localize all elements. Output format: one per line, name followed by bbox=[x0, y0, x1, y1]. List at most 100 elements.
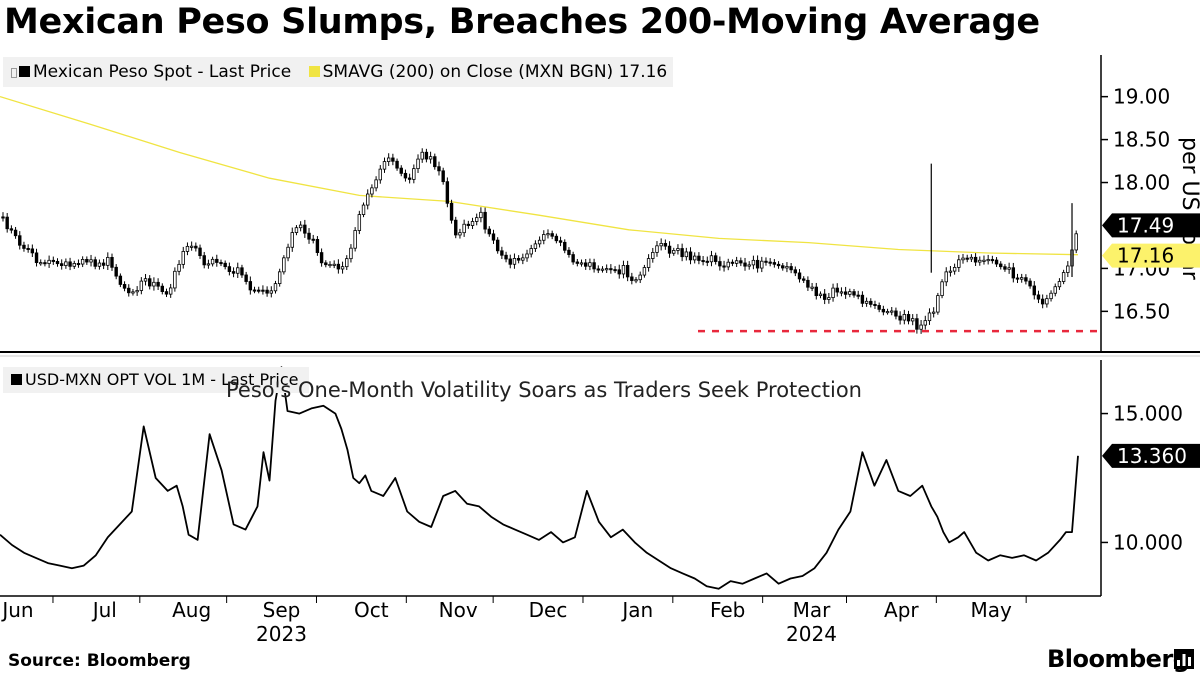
price-candle bbox=[135, 290, 139, 293]
price-candle bbox=[51, 259, 56, 262]
price-candle bbox=[282, 257, 286, 273]
price-candle bbox=[856, 294, 860, 297]
price-candle bbox=[705, 260, 709, 263]
price-candle bbox=[223, 262, 227, 268]
price-candle bbox=[9, 228, 14, 231]
price-candle bbox=[1032, 285, 1036, 296]
price-candle bbox=[961, 257, 965, 261]
price-y-tick-label: 16.50 bbox=[1113, 299, 1170, 323]
price-candle bbox=[1049, 292, 1053, 300]
price-candle bbox=[72, 263, 76, 267]
x-month-label: Nov bbox=[439, 598, 478, 622]
price-candle bbox=[257, 289, 261, 292]
bloomberg-bar-icon bbox=[1174, 649, 1194, 669]
price-candle bbox=[110, 257, 114, 268]
x-month-label: Feb bbox=[710, 598, 745, 622]
price-candle bbox=[873, 304, 877, 307]
price-candle bbox=[1053, 286, 1057, 294]
price-candle bbox=[1028, 280, 1032, 287]
price-candle bbox=[864, 300, 869, 304]
price-candle bbox=[890, 310, 894, 313]
price-candle bbox=[378, 168, 382, 181]
price-candle bbox=[1020, 277, 1024, 280]
chart-title: Mexican Peso Slumps, Breaches 200-Moving… bbox=[4, 2, 1040, 42]
price-candle bbox=[395, 160, 399, 169]
price-candle bbox=[353, 230, 357, 249]
price-candle bbox=[550, 233, 554, 237]
price-candle bbox=[324, 262, 328, 266]
price-candle bbox=[483, 211, 487, 230]
price-candle bbox=[64, 261, 68, 266]
price-candle bbox=[940, 281, 944, 296]
price-candle bbox=[219, 262, 223, 265]
x-month-label: Apr bbox=[884, 598, 919, 622]
price-candle bbox=[374, 179, 378, 189]
price-candle bbox=[366, 193, 370, 206]
price-candle bbox=[269, 290, 273, 294]
price-candle bbox=[479, 211, 483, 219]
price-candle bbox=[252, 289, 257, 292]
price-candle bbox=[487, 228, 491, 235]
price-y-tick-label: 19.00 bbox=[1113, 85, 1170, 109]
price-candle bbox=[931, 311, 936, 314]
price-candle bbox=[609, 268, 613, 271]
price-candle bbox=[114, 266, 118, 277]
price-candle bbox=[391, 157, 395, 162]
price-candle bbox=[1015, 277, 1020, 280]
price-candle bbox=[1007, 267, 1011, 270]
price-candle bbox=[181, 251, 185, 265]
price-candle bbox=[449, 202, 454, 221]
price-candle bbox=[676, 248, 680, 251]
sma-swatch bbox=[308, 66, 320, 77]
price-candle bbox=[93, 259, 97, 267]
price-candle bbox=[420, 151, 424, 160]
price-candle bbox=[760, 260, 764, 269]
price-candle bbox=[101, 262, 106, 266]
price-candle bbox=[852, 291, 856, 296]
price-candle bbox=[194, 245, 198, 249]
price-candle bbox=[613, 269, 617, 272]
price-candle bbox=[567, 249, 571, 255]
price-candle bbox=[739, 260, 743, 264]
price-candle bbox=[160, 285, 164, 292]
price-candle bbox=[210, 258, 215, 265]
price-candle bbox=[508, 258, 512, 265]
price-candle bbox=[500, 250, 504, 256]
price-candle bbox=[973, 256, 978, 263]
price-candle bbox=[743, 262, 747, 267]
price-candle bbox=[952, 267, 957, 272]
price-candle bbox=[382, 161, 387, 170]
price-candle bbox=[403, 172, 408, 179]
price-candle bbox=[80, 259, 85, 265]
price-candle bbox=[584, 262, 588, 267]
sma-last-label: 17.16 bbox=[1117, 244, 1174, 268]
price-candle bbox=[156, 281, 160, 287]
price-candle bbox=[646, 258, 651, 268]
vol-y-tick-label: 15.000 bbox=[1113, 402, 1183, 426]
price-candle bbox=[655, 245, 659, 253]
price-y-tick-label: 18.00 bbox=[1113, 171, 1170, 195]
price-candle bbox=[412, 168, 416, 180]
price-candle bbox=[680, 248, 684, 258]
price-candle bbox=[638, 274, 642, 281]
price-candle bbox=[139, 280, 144, 291]
x-year-label: 2024 bbox=[786, 622, 837, 646]
x-month-label: Jul bbox=[91, 598, 117, 622]
price-candle bbox=[361, 204, 366, 215]
price-candle bbox=[999, 263, 1003, 268]
price-candle bbox=[617, 269, 621, 275]
price-candle bbox=[894, 310, 898, 317]
price-candle bbox=[588, 262, 592, 267]
price-candle bbox=[902, 314, 907, 321]
price-candle bbox=[47, 259, 51, 264]
vol-last-badge: 13.360 bbox=[1102, 443, 1200, 468]
price-candle bbox=[244, 274, 248, 282]
collapse-icon[interactable] bbox=[11, 68, 17, 78]
price-candle bbox=[533, 243, 538, 249]
price-candle bbox=[818, 293, 823, 297]
price-candle bbox=[625, 265, 630, 278]
price-swatch bbox=[19, 66, 30, 77]
price-candle bbox=[667, 245, 672, 254]
price-candle bbox=[43, 262, 47, 265]
price-legend: Mexican Peso Spot - Last Price SMAVG (20… bbox=[3, 57, 673, 87]
